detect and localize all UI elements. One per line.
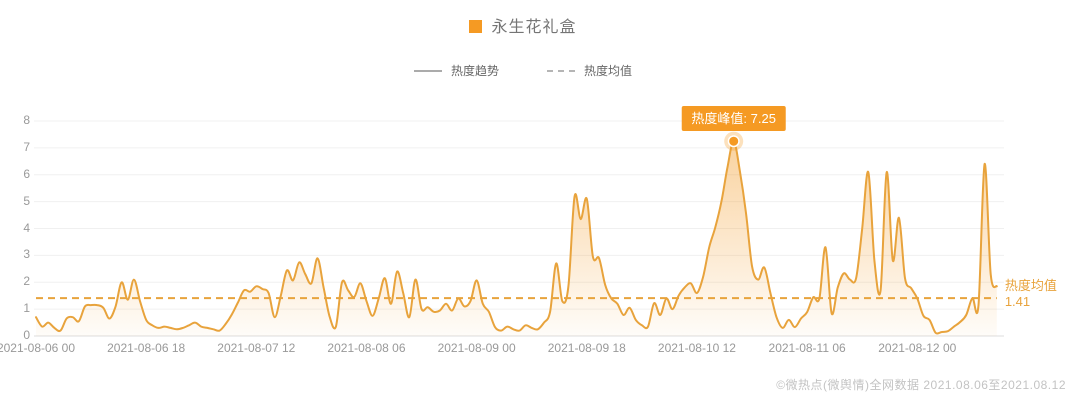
peak-annotation-badge: 热度峰值: 7.25 — [681, 106, 786, 132]
y-axis-tick-label: 1 — [23, 301, 30, 316]
x-axis-tick-label: 2021-08-07 12 — [217, 341, 296, 355]
y-axis-tick-label: 0 — [23, 328, 30, 342]
x-axis-tick-label: 2021-08-10 12 — [657, 341, 736, 355]
chart-title-text: 永生花礼盒 — [491, 19, 577, 36]
y-axis-tick-label: 8 — [23, 113, 30, 127]
y-axis-tick-label: 2 — [23, 274, 30, 289]
x-axis-tick-label: 2021-08-09 00 — [437, 341, 516, 355]
legend-label-trend: 热度趋势 — [450, 64, 499, 78]
legend-label-mean: 热度均值 — [584, 64, 633, 78]
y-axis-tick-label: 6 — [23, 166, 30, 181]
x-axis-tick-label: 2021-08-06 00 — [0, 341, 76, 355]
series-color-swatch-icon — [469, 20, 483, 33]
legend: 热度趋势 热度均值 — [0, 62, 1046, 79]
dashed-line-icon — [547, 69, 575, 72]
x-axis-tick-label: 2021-08-11 06 — [768, 341, 846, 355]
copyright-footer: ©微热点(微舆情)全网数据 2021.08.06至2021.08.12 — [776, 378, 1066, 392]
legend-item-trend[interactable]: 热度趋势 — [413, 62, 499, 79]
mean-label-value: 1.41 — [1004, 294, 1031, 310]
peak-marker-dot[interactable] — [729, 136, 739, 146]
area-fill — [36, 141, 997, 336]
mean-label-text: 热度均值 — [1004, 278, 1057, 294]
x-axis-tick-label: 2021-08-08 06 — [327, 341, 406, 355]
mean-line-label: 热度均值 1.41 — [1005, 278, 1057, 310]
x-axis-tick-label: 2021-08-06 18 — [107, 341, 186, 355]
y-axis-tick-label: 4 — [23, 220, 30, 235]
trend-line — [35, 140, 998, 335]
chart-title: 永生花礼盒 — [0, 13, 1046, 37]
x-axis-tick-label: 2021-08-09 18 — [547, 341, 626, 355]
x-axis-tick-label: 2021-08-12 00 — [878, 341, 957, 355]
y-axis-tick-label: 7 — [23, 139, 30, 154]
y-axis-tick-label: 5 — [23, 193, 30, 208]
solid-line-icon — [413, 69, 442, 72]
legend-item-mean[interactable]: 热度均值 — [547, 62, 632, 79]
y-axis-tick-label: 3 — [23, 247, 30, 262]
